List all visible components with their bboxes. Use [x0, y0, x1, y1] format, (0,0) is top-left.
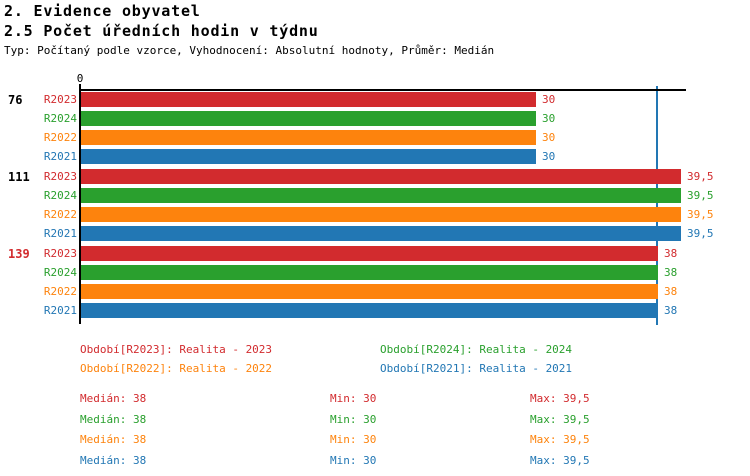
bar-value-label: 30 — [542, 93, 556, 106]
series-label: R2023 — [43, 247, 77, 260]
stat-min: Min: 30 — [330, 412, 377, 426]
series-label: R2022 — [43, 131, 77, 144]
bar-value-label: 30 — [542, 112, 556, 125]
stat-median: Medián: 38 — [80, 412, 147, 426]
bar-value-label: 30 — [542, 131, 556, 144]
stat-max: Max: 39,5 — [530, 392, 590, 405]
bar-value-label: 39,5 — [687, 227, 714, 240]
chart-title: 2.5 Počet úředních hodin v týdnu — [4, 22, 319, 40]
bar-row: R2022 38 — [0, 284, 750, 299]
stat-median: Medián: 38 — [80, 453, 147, 467]
bar-value-label: 30 — [542, 150, 556, 163]
stats-row-r2021: Medián: 38 Min: 30 Max: 39,5 — [80, 454, 590, 475]
bar-value-label: 39,5 — [687, 189, 714, 202]
series-label: R2021 — [43, 304, 77, 317]
bar-row: R2021 30 — [0, 149, 750, 164]
bar-value-label: 38 — [664, 304, 678, 317]
bar-value-label: 38 — [664, 247, 678, 260]
bar-row: R2023 39,5 — [0, 169, 750, 184]
series-label: R2023 — [43, 170, 77, 183]
stats-row-r2023: Medián: 38 Min: 30 Max: 39,5 — [80, 392, 590, 413]
stats-row-r2022: Medián: 38 Min: 30 Max: 39,5 — [80, 433, 590, 454]
y-axis-line — [79, 84, 81, 324]
group-label: 139 — [8, 247, 30, 261]
x-axis-line — [80, 89, 686, 91]
bar-row: R2024 30 — [0, 111, 750, 126]
bar — [81, 130, 536, 145]
bar-row: R2024 38 — [0, 265, 750, 280]
legend-item-r2021: Období[R2021]: Realita - 2021 — [380, 362, 573, 375]
axis-zero-label: 0 — [76, 72, 84, 85]
group-label: 111 — [8, 170, 30, 184]
bar-value-label: 39,5 — [687, 170, 714, 183]
median-line — [656, 86, 658, 325]
group-label: 76 — [8, 93, 23, 107]
series-label: R2023 — [43, 93, 77, 106]
legend-item-r2022: Období[R2022]: Realita - 2022 — [80, 362, 273, 375]
bar-row: R2021 38 — [0, 303, 750, 318]
series-label: R2022 — [43, 285, 77, 298]
legend: Období[R2023]: Realita - 2023 Období[R20… — [80, 343, 572, 381]
series-label: R2022 — [43, 208, 77, 221]
bar-row: R2023 38 — [0, 246, 750, 261]
stat-min: Min: 30 — [330, 433, 377, 446]
stat-median: Medián: 38 — [80, 392, 147, 405]
bar — [81, 92, 536, 107]
bar-value-label: 39,5 — [687, 208, 714, 221]
series-label: R2021 — [43, 227, 77, 240]
legend-item-r2024: Období[R2024]: Realita - 2024 — [380, 343, 573, 356]
bar-row: R2021 39,5 — [0, 226, 750, 241]
bar — [81, 149, 536, 164]
stat-max: Max: 39,5 — [530, 453, 590, 467]
bar — [81, 169, 681, 184]
bar-value-label: 38 — [664, 285, 678, 298]
page-title: 2. Evidence obyvatel — [4, 2, 201, 20]
bar-group-139: 139 R2023 38 R2024 38 R2022 38 R2021 38 — [0, 246, 750, 322]
bar — [81, 246, 658, 261]
legend-item-r2023: Období[R2023]: Realita - 2023 — [80, 343, 273, 356]
bar-value-label: 38 — [664, 266, 678, 279]
bar-row: R2023 30 — [0, 92, 750, 107]
bar — [81, 265, 658, 280]
chart-subtitle: Typ: Počítaný podle vzorce, Vyhodnocení:… — [4, 44, 495, 57]
bar — [81, 226, 681, 241]
bar — [81, 303, 658, 318]
stat-min: Min: 30 — [330, 453, 377, 467]
stats-row-r2024: Medián: 38 Min: 30 Max: 39,5 — [80, 413, 590, 434]
series-label: R2021 — [43, 150, 77, 163]
bar — [81, 188, 681, 203]
stat-max: Max: 39,5 — [530, 433, 590, 446]
series-label: R2024 — [43, 112, 77, 125]
stats-table: Medián: 38 Min: 30 Max: 39,5 Medián: 38 … — [80, 392, 590, 474]
bar-group-111: 111 R2023 39,5 R2024 39,5 R2022 39,5 R20… — [0, 169, 750, 245]
stat-median: Medián: 38 — [80, 433, 147, 446]
series-label: R2024 — [43, 189, 77, 202]
stat-min: Min: 30 — [330, 392, 377, 405]
bar-row: R2022 30 — [0, 130, 750, 145]
bar-row: R2024 39,5 — [0, 188, 750, 203]
stat-max: Max: 39,5 — [530, 412, 590, 426]
bar-row: R2022 39,5 — [0, 207, 750, 222]
bar — [81, 207, 681, 222]
bar-group-76: 76 R2023 30 R2024 30 R2022 30 R2021 30 — [0, 92, 750, 168]
series-label: R2024 — [43, 266, 77, 279]
bar — [81, 111, 536, 126]
bar — [81, 284, 658, 299]
